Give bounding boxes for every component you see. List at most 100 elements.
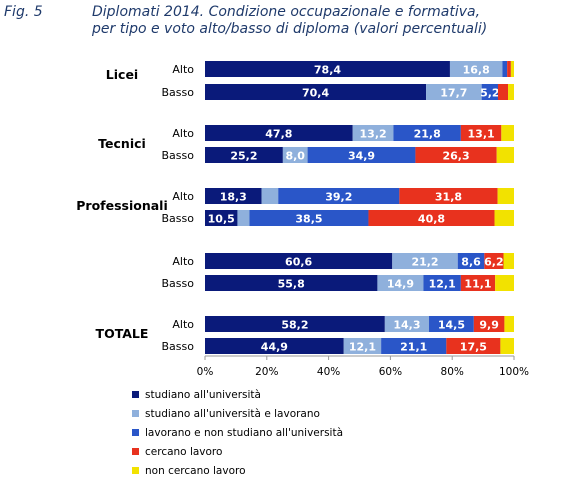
- group-label: Licei: [106, 67, 138, 82]
- legend-swatch: [132, 467, 139, 474]
- bar-segment: [497, 84, 509, 100]
- bar-segment: [205, 84, 427, 100]
- bar-segment: [392, 253, 458, 269]
- x-tick-label: 40%: [317, 366, 340, 378]
- bar-segment: [307, 147, 416, 163]
- bar-segment: [426, 84, 482, 100]
- bar-segment: [205, 61, 450, 77]
- data-label: 13,2: [360, 128, 387, 141]
- chart-title: Diplomati 2014. Condizione occupazionale…: [92, 4, 566, 38]
- data-label: 78,4: [314, 64, 341, 77]
- bar-segment: [501, 125, 514, 141]
- row-label: Alto: [172, 63, 194, 76]
- bar-segment: [393, 125, 461, 141]
- data-label: 25,2: [230, 150, 257, 163]
- data-label: 21,2: [411, 256, 438, 269]
- bar-segment: [423, 275, 461, 291]
- bar-segment: [510, 61, 514, 77]
- data-label: 21,1: [400, 341, 427, 354]
- bar-segment: [415, 147, 497, 163]
- group-label: TOTALE: [96, 326, 149, 341]
- legend-label: studiano all'università: [145, 388, 261, 401]
- data-label: 39,2: [325, 191, 352, 204]
- bar-segment: [500, 338, 514, 354]
- data-label: 14,5: [438, 319, 465, 332]
- data-label: 17,5: [460, 341, 487, 354]
- bar-segment: [352, 125, 394, 141]
- legend-item: cercano lavoro: [132, 442, 343, 461]
- bar-segment: [205, 147, 283, 163]
- bar-segment: [446, 338, 501, 354]
- data-label: 26,3: [442, 150, 469, 163]
- data-label: 21,8: [414, 128, 441, 141]
- bar-segment: [449, 61, 503, 77]
- bar-segment: [460, 125, 502, 141]
- legend-label: non cercano lavoro: [145, 464, 246, 477]
- data-label: 18,3: [220, 191, 247, 204]
- chart-title-line-1: Diplomati 2014. Condizione occupazionale…: [92, 4, 481, 20]
- x-tick-label: 100%: [499, 366, 529, 378]
- bar-segment: [282, 147, 308, 163]
- bar-segment: [494, 210, 514, 226]
- data-label: 34,9: [348, 150, 375, 163]
- x-tick-label: 0%: [197, 366, 214, 378]
- data-label: 11,1: [464, 278, 491, 291]
- data-label: 58,2: [281, 319, 308, 332]
- row-label: Basso: [162, 340, 195, 353]
- legend-label: lavorano e non studiano all'università: [145, 426, 344, 439]
- legend-item: non cercano lavoro: [132, 461, 343, 480]
- bar-segment: [495, 275, 514, 291]
- legend-item: studiano all'università: [132, 385, 343, 404]
- legend-swatch: [132, 429, 139, 436]
- row-label: Basso: [162, 149, 195, 162]
- bar-segment: [278, 188, 400, 204]
- data-label: 47,8: [265, 128, 292, 141]
- bar-segment: [460, 275, 496, 291]
- bar-segment: [497, 188, 514, 204]
- row-label: Basso: [162, 212, 195, 225]
- group-label: Tecnici: [98, 136, 146, 151]
- legend-swatch: [132, 410, 139, 417]
- bar-segment: [205, 125, 353, 141]
- bar-segment: [473, 316, 505, 332]
- bar-segment: [504, 316, 514, 332]
- bar-segment: [205, 316, 385, 332]
- data-label: 9,9: [479, 319, 499, 332]
- bar-segment: [368, 210, 495, 226]
- x-tick-label: 60%: [379, 366, 402, 378]
- figure-label: Fig. 5: [4, 4, 43, 20]
- data-label: 12,1: [349, 341, 376, 354]
- data-label: 10,5: [208, 213, 235, 226]
- data-label: 5,2: [480, 87, 500, 100]
- data-label: 8,0: [285, 150, 305, 163]
- bar-segment: [503, 253, 514, 269]
- bar-segment: [384, 316, 430, 332]
- row-label: Alto: [172, 190, 194, 203]
- legend-item: lavorano e non studiano all'università: [132, 423, 343, 442]
- data-label: 16,8: [463, 64, 490, 77]
- row-label: Basso: [162, 277, 195, 290]
- data-label: 31,8: [435, 191, 462, 204]
- legend-label: cercano lavoro: [145, 445, 223, 458]
- bar-segment: [205, 338, 344, 354]
- bar-segment: [205, 275, 378, 291]
- legend-swatch: [132, 448, 139, 455]
- bar-segment: [205, 210, 238, 226]
- data-label: 44,9: [261, 341, 288, 354]
- data-label: 60,6: [285, 256, 312, 269]
- data-label: 14,3: [393, 319, 420, 332]
- data-label: 55,8: [278, 278, 305, 291]
- data-label: 40,8: [418, 213, 445, 226]
- bar-segment: [205, 188, 262, 204]
- row-label: Alto: [172, 127, 194, 140]
- row-label: Alto: [172, 318, 194, 331]
- group-label: Professionali: [76, 198, 168, 213]
- bar-segment: [457, 253, 485, 269]
- data-label: 13,1: [468, 128, 495, 141]
- legend-item: studiano all'università e lavorano: [132, 404, 343, 423]
- bar-segment: [429, 316, 474, 332]
- stacked-bar-chart: Licei Alto 78,4 16,8 Basso 70,4 17,7 5,2 Tecnici…: [76, 61, 529, 378]
- bar-segment: [508, 84, 514, 100]
- bar-segment: [496, 147, 514, 163]
- bar-segment: [381, 338, 447, 354]
